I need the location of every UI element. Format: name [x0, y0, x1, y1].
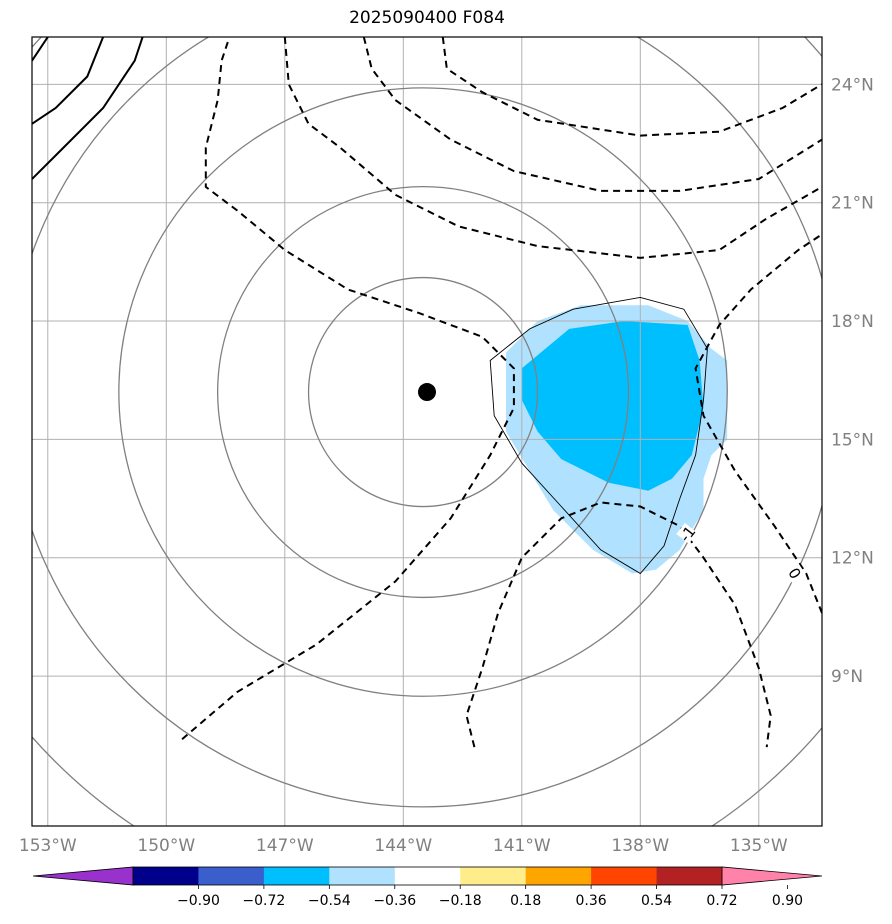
map-frame — [31, 36, 823, 827]
colorbar-tick-label: −0.90 — [177, 893, 220, 909]
contour-label-bg — [784, 562, 806, 584]
colorbar-box-1 — [198, 867, 265, 885]
lon-tick-label: 147°W — [256, 836, 314, 856]
colorbar-extend-high — [721, 866, 823, 886]
colorbar-tick-label: −0.72 — [242, 893, 285, 909]
colorbar-tick-label: −0.18 — [439, 893, 482, 909]
colorbar-box-0 — [133, 867, 199, 885]
lon-tick-label: 144°W — [374, 836, 432, 856]
colorbar-box-7 — [591, 867, 657, 885]
height-contour-6 — [32, 37, 144, 180]
colorbar-tick-label: 0.72 — [706, 893, 737, 909]
lon-tick-label: 138°W — [611, 836, 669, 856]
colorbar-box-2 — [263, 867, 330, 885]
axis-labels: 153°W 150°W 147°W 144°W 141°W 138°W 135°W 24°N 2… — [19, 75, 874, 856]
lon-tick-label: 141°W — [493, 836, 551, 856]
height-contour-5 — [694, 233, 822, 614]
lat-tick-label: 15°N — [831, 430, 874, 450]
lat-tick-label: 24°N — [831, 75, 874, 95]
height-contour-1 — [283, 37, 822, 259]
colorbar-tick-label: 0.54 — [641, 893, 672, 909]
lat-tick-label: 21°N — [831, 194, 874, 214]
lat-tick-label: 18°N — [831, 312, 874, 332]
pressure-contour-2 — [118, 87, 728, 697]
lat-tick-label: 12°N — [831, 549, 874, 569]
contour-label-bg — [676, 523, 698, 544]
colorbar-tick-label: −0.54 — [308, 893, 351, 909]
colorbar-tick-label: 0.36 — [576, 893, 607, 909]
colorbar-box-3 — [329, 867, 396, 885]
colorbar-box-5 — [460, 867, 527, 885]
colorbar: −0.90 −0.72 −0.54 −0.36 −0.18 0.18 0.36 0.54 0.7… — [32, 866, 823, 909]
lat-tick-label: 9°N — [831, 667, 863, 687]
height-contour-2 — [362, 37, 822, 192]
colorbar-outline — [132, 866, 723, 886]
pressure-contour-3 — [32, 37, 822, 808]
height-contour-3 — [441, 37, 822, 137]
height-contour-4 — [465, 501, 772, 748]
anomaly-contour-0 — [489, 296, 708, 575]
colorbar-box-4 — [394, 867, 461, 885]
colorbar-tick-label: 0.90 — [772, 893, 803, 909]
lon-tick-label: 135°W — [730, 836, 788, 856]
colorbar-box-6 — [525, 867, 592, 885]
colorbar-tick-label: −0.36 — [373, 893, 416, 909]
pressure-contour-1 — [216, 185, 630, 599]
height-contour-7 — [32, 37, 105, 125]
shaded-region-1 — [521, 321, 704, 491]
height-contour-8 — [32, 37, 49, 62]
lon-tick-label: 150°W — [137, 836, 195, 856]
chart-title: 2025090400 F084 — [349, 8, 505, 28]
lon-tick-label: 153°W — [19, 836, 77, 856]
colorbar-extend-low — [32, 866, 134, 886]
pressure-contour-0 — [307, 276, 539, 508]
storm-center-marker — [418, 383, 436, 402]
height-contour-0 — [181, 37, 515, 740]
colorbar-box-8 — [656, 867, 723, 885]
colorbar-tick-label: 0.18 — [510, 893, 541, 909]
